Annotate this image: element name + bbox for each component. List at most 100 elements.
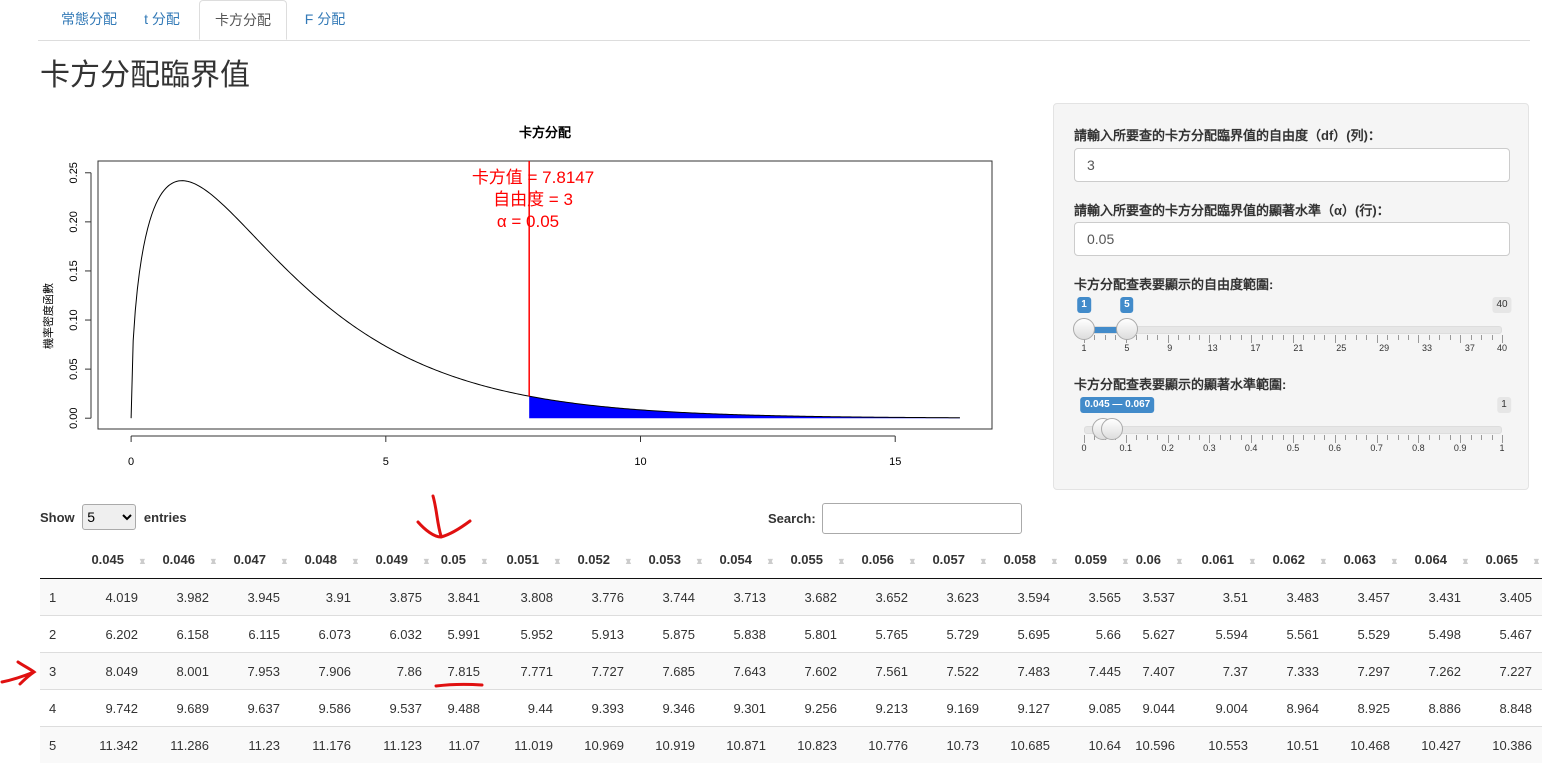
table-cell: 6.158 xyxy=(148,615,219,653)
slider-tick xyxy=(1094,335,1096,340)
sort-icon[interactable]: ▲▼ xyxy=(341,556,360,566)
table-cell: 10.776 xyxy=(847,726,918,763)
column-header[interactable]: 0.052 ▲▼ xyxy=(563,541,634,579)
column-header[interactable]: 0.061 ▲▼ xyxy=(1185,541,1258,579)
slider-tick xyxy=(1167,335,1169,343)
table-cell: 7.602 xyxy=(776,652,847,690)
slider-tick xyxy=(1355,435,1357,440)
entries-select[interactable]: 5 xyxy=(82,504,137,530)
slider-tick-label: 37 xyxy=(1464,343,1475,353)
sort-icon[interactable]: ▲▼ xyxy=(685,556,704,566)
tab-normal[interactable]: 常態分配 xyxy=(61,11,117,27)
slider-handle-to[interactable] xyxy=(1115,318,1138,340)
table-cell: 7.727 xyxy=(563,652,634,690)
column-header[interactable]: 0.047 ▲▼ xyxy=(219,541,290,579)
column-header-label: 0.045 xyxy=(91,552,124,567)
sort-icon[interactable]: ▲▼ xyxy=(1522,556,1541,566)
sort-icon[interactable]: ▲▼ xyxy=(543,556,562,566)
table-cell: 7.333 xyxy=(1258,652,1329,690)
column-header[interactable]: 0.05 ▲▼ xyxy=(432,541,490,579)
alpha-input[interactable]: 0.05 xyxy=(1074,222,1510,256)
df-input[interactable]: 3 xyxy=(1074,148,1510,182)
page-title: 卡方分配臨界值 xyxy=(40,59,250,92)
slider-tick xyxy=(1324,335,1326,340)
table-cell: 5.838 xyxy=(705,615,776,653)
column-header[interactable]: 0.051 ▲▼ xyxy=(490,541,563,579)
slider-tick xyxy=(1407,335,1409,340)
sort-icon[interactable]: ▲▼ xyxy=(969,556,988,566)
sort-icon[interactable]: ▲▼ xyxy=(898,556,917,566)
table-cell: 5.991 xyxy=(432,615,490,653)
search-input[interactable] xyxy=(822,503,1022,534)
slider-tick-label: 1 xyxy=(1081,343,1087,353)
density-curve xyxy=(130,180,960,419)
slider-handle-to[interactable] xyxy=(1101,418,1123,440)
column-header[interactable]: 0.056 ▲▼ xyxy=(847,541,918,579)
column-header[interactable]: 0.059 ▲▼ xyxy=(1060,541,1131,579)
slider-tick xyxy=(1219,435,1221,440)
critical-value-table: 0.045 ▲▼ 0.046 ▲▼ 0.047 ▲▼ 0.048 ▲▼ 0.049 ▲▼ 0.05 ▲… xyxy=(40,541,1542,763)
sort-icon[interactable]: ▲▼ xyxy=(1451,556,1470,566)
table-row: 4 9.742 9.689 9.637 9.586 9.537 9.488 9.44 9.393… xyxy=(40,689,1542,727)
column-header[interactable]: 0.046 ▲▼ xyxy=(148,541,219,579)
sort-icon[interactable]: ▲▼ xyxy=(614,556,633,566)
slider-tick xyxy=(1481,435,1483,440)
tab-t[interactable]: t 分配 xyxy=(144,11,180,27)
table-cell: 11.23 xyxy=(219,726,290,763)
sort-icon[interactable]: ▲▼ xyxy=(470,556,489,566)
alpha-range-slider[interactable]: 0.045 — 0.067 1 0 0.1 0.2 0.3 0.4 0.5 0.6 0.7 0.… xyxy=(1074,387,1512,457)
sort-icon[interactable]: ▲▼ xyxy=(827,556,846,566)
table-cell: 6.115 xyxy=(219,615,290,653)
column-header[interactable]: 0.045 ▲▼ xyxy=(76,541,148,579)
slider-tick xyxy=(1334,335,1336,343)
column-header[interactable]: 0.053 ▲▼ xyxy=(634,541,705,579)
sort-icon[interactable]: ▲▼ xyxy=(199,556,218,566)
slider-tick xyxy=(1178,435,1180,440)
table-cell: 7.86 xyxy=(361,652,432,690)
sort-icon[interactable]: ▲▼ xyxy=(1165,556,1184,566)
sort-icon[interactable]: ▲▼ xyxy=(1309,556,1328,566)
sort-icon[interactable]: ▲▼ xyxy=(128,556,147,566)
df-range-slider[interactable]: 1 5 40 1 5 9 13 17 21 25 29 33 37 40 xyxy=(1073,287,1512,357)
y-tick-label: 0.15 xyxy=(68,260,80,281)
sort-icon[interactable]: ▲▼ xyxy=(270,556,289,566)
slider-tick xyxy=(1251,435,1253,443)
column-header[interactable]: 0.049 ▲▼ xyxy=(361,541,432,579)
sort-icon[interactable]: ▲▼ xyxy=(756,556,775,566)
table-cell: 3.945 xyxy=(219,578,290,616)
column-header[interactable]: 0.058 ▲▼ xyxy=(989,541,1060,579)
slider-track[interactable] xyxy=(1084,426,1502,434)
column-header[interactable]: 0.054 ▲▼ xyxy=(705,541,776,579)
sort-icon[interactable]: ▲▼ xyxy=(1040,556,1059,566)
column-header[interactable]: 0.063 ▲▼ xyxy=(1329,541,1400,579)
sort-icon[interactable]: ▲▼ xyxy=(412,556,431,566)
column-header[interactable]: 0.055 ▲▼ xyxy=(776,541,847,579)
table-cell: 10.73 xyxy=(918,726,989,763)
slider-tick xyxy=(1439,435,1441,440)
table-row: 5 11.342 11.286 11.23 11.176 11.123 11.07 11.01… xyxy=(40,726,1542,763)
tab-f[interactable]: F 分配 xyxy=(304,11,346,27)
slider-tick xyxy=(1428,335,1430,340)
table-cell: 5.627 xyxy=(1131,615,1185,653)
slider-tick xyxy=(1418,435,1420,443)
column-header[interactable]: 0.048 ▲▼ xyxy=(290,541,361,579)
slider-tick-label: 0.4 xyxy=(1244,443,1258,453)
slider-track[interactable] xyxy=(1084,326,1502,334)
tab-chisq[interactable]: 卡方分配 xyxy=(199,0,287,40)
slider-handle-from[interactable] xyxy=(1073,318,1095,340)
column-header[interactable]: 0.057 ▲▼ xyxy=(918,541,989,579)
column-header[interactable]: 0.062 ▲▼ xyxy=(1258,541,1329,579)
slider-tick xyxy=(1376,435,1378,443)
table-cell: 3.405 xyxy=(1471,578,1542,616)
sort-icon[interactable]: ▲▼ xyxy=(1238,556,1257,566)
sort-icon[interactable]: ▲▼ xyxy=(1380,556,1399,566)
slider-tick xyxy=(1376,335,1378,343)
slider-tick xyxy=(1491,435,1493,440)
column-header[interactable]: 0.064 ▲▼ xyxy=(1400,541,1471,579)
column-header[interactable]: 0.06 ▲▼ xyxy=(1131,541,1185,579)
slider-tick xyxy=(1428,435,1430,440)
sort-icon[interactable]: ▲▼ xyxy=(1111,556,1130,566)
table-cell: 3.623 xyxy=(918,578,989,616)
table-cell: 7.522 xyxy=(918,652,989,690)
column-header[interactable]: 0.065 ▲▼ xyxy=(1471,541,1542,579)
